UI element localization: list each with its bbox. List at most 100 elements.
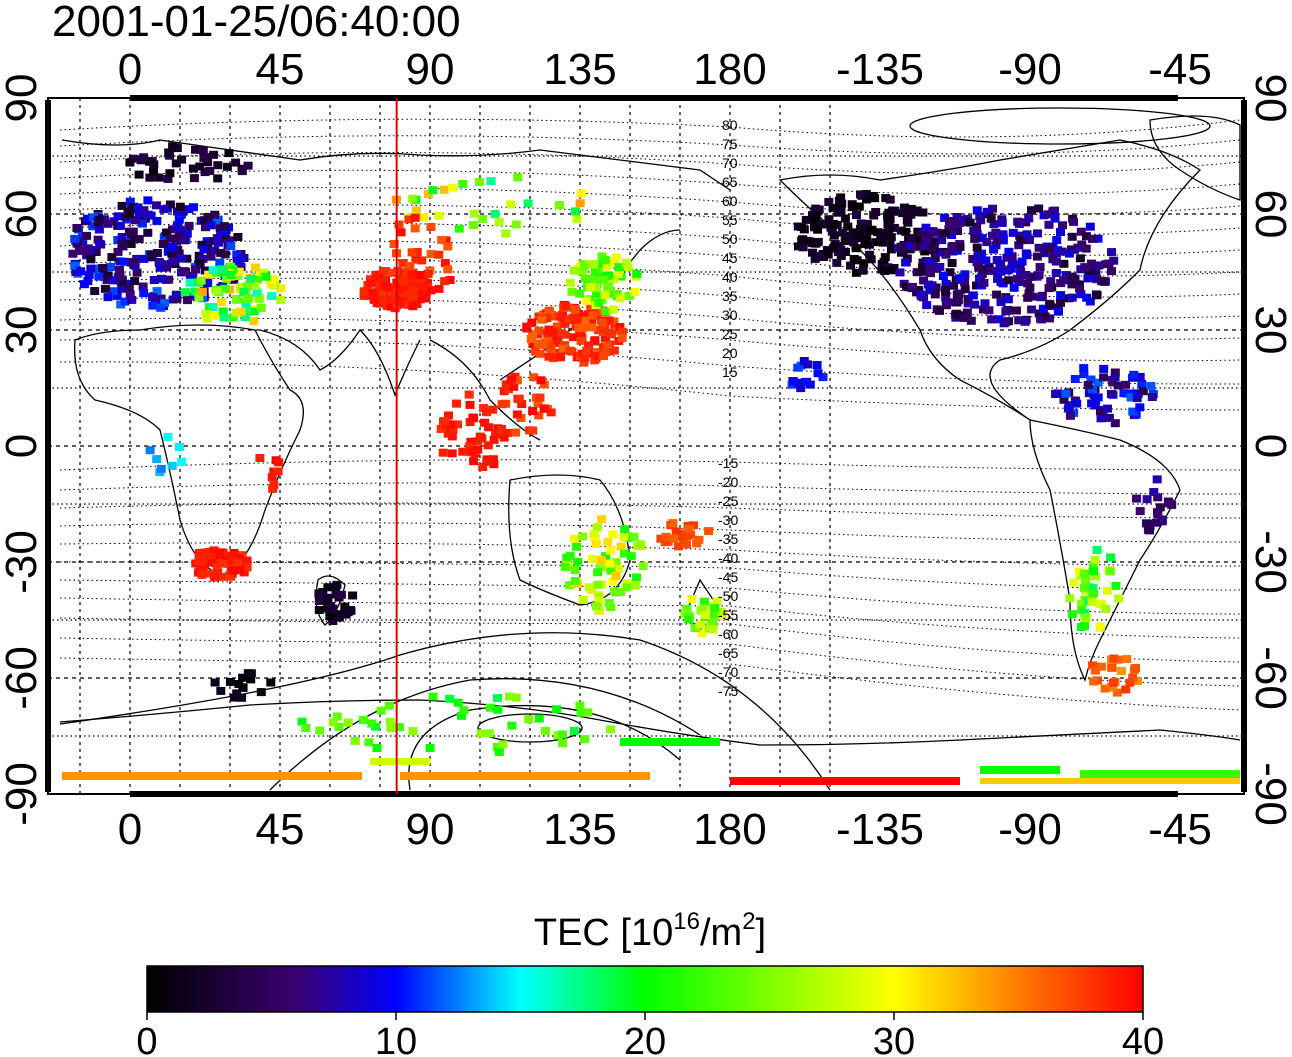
tec-cell — [856, 225, 865, 233]
tec-cell — [1026, 272, 1035, 281]
tec-cell — [233, 558, 243, 567]
tec-cell — [242, 563, 252, 572]
tec-cell — [632, 269, 642, 278]
tec-cell — [923, 231, 933, 240]
tec-cell — [168, 257, 178, 266]
tec-cell — [704, 527, 714, 536]
tec-cell — [716, 607, 726, 616]
tec-cell — [1044, 220, 1054, 229]
tec-cell — [906, 206, 916, 214]
tec-cell — [885, 195, 895, 204]
tec-cell — [1110, 368, 1120, 377]
tec-cell — [940, 229, 950, 238]
tec-cell — [492, 743, 502, 751]
tec-cell — [152, 201, 161, 210]
tec-cell — [962, 308, 972, 317]
tec-cell — [1088, 561, 1098, 570]
tec-cell — [501, 229, 511, 238]
tec-cell — [1033, 229, 1042, 238]
tec-cell — [551, 334, 561, 342]
tec-cell — [1004, 247, 1014, 256]
tec-cell — [577, 324, 587, 333]
tec-cell — [886, 233, 896, 242]
tec-cell — [913, 227, 923, 236]
tec-cell — [1145, 526, 1154, 535]
tec-cell — [527, 318, 537, 327]
tec-cell — [399, 299, 409, 308]
tec-cell — [189, 203, 198, 212]
tec-cell — [250, 282, 260, 290]
tec-cell — [793, 363, 803, 372]
tec-cell — [511, 220, 521, 229]
contour-label: -50 — [718, 588, 738, 604]
tec-cell — [1081, 244, 1091, 253]
tec-cell — [972, 243, 982, 252]
tec-cell — [143, 210, 153, 219]
tec-cell — [166, 234, 176, 243]
tec-cell — [945, 268, 955, 277]
tec-cell — [1087, 597, 1097, 606]
contour-label: 65 — [722, 174, 738, 190]
tec-cell — [1092, 275, 1102, 284]
tec-cell — [134, 235, 144, 244]
tec-cell — [576, 189, 586, 198]
tec-cell — [405, 262, 415, 271]
tec-cell — [605, 559, 615, 568]
tec-cell — [180, 288, 190, 297]
tec-cell — [1135, 372, 1145, 381]
tec-cell — [1022, 230, 1032, 239]
tec-cell — [1023, 279, 1033, 288]
tec-cell — [214, 238, 223, 247]
tec-cell — [617, 327, 627, 336]
tec-cell — [600, 334, 610, 343]
tec-cell — [231, 158, 241, 167]
tec-cell — [483, 441, 493, 450]
tec-cell — [208, 303, 218, 311]
tec-cell — [671, 527, 681, 536]
tec-cell — [953, 296, 963, 305]
tec-cell — [1067, 280, 1077, 289]
tec-cell — [222, 162, 232, 171]
tec-cell — [1001, 318, 1011, 327]
tec-cell — [602, 262, 612, 271]
tec-cell — [843, 236, 853, 244]
tec-cell — [323, 583, 333, 592]
tec-cell — [1069, 217, 1078, 226]
tec-cell — [156, 294, 166, 303]
tec-cell — [982, 238, 992, 247]
lon-tick-label-bottom: 180 — [693, 805, 766, 854]
tec-cell — [838, 228, 848, 237]
tec-cell — [225, 677, 235, 686]
tec-cell — [212, 287, 222, 296]
tec-cell — [1143, 520, 1153, 529]
left-latitude-ticks: 90 60 30 0 -30 -60 -90 — [0, 74, 46, 826]
tec-cell — [1092, 545, 1102, 554]
tec-cell — [256, 303, 266, 312]
tec-cell — [535, 393, 545, 402]
tec-cell — [1067, 245, 1076, 254]
tec-cell — [1080, 263, 1090, 272]
tec-cell — [421, 294, 431, 303]
tec-cell — [1072, 399, 1082, 408]
contour-label: 30 — [722, 307, 738, 323]
lon-tick-label-bottom: 45 — [256, 805, 305, 854]
tec-cell — [1101, 260, 1111, 269]
tec-cell — [1092, 291, 1102, 300]
tec-cell — [117, 233, 127, 241]
tec-cell — [239, 288, 249, 297]
tec-cell — [692, 539, 702, 548]
tec-cell — [1013, 217, 1023, 226]
tec-cell — [106, 263, 115, 271]
tec-cell — [570, 305, 580, 314]
bottom-longitude-ticks: 0 45 90 135 180 -135 -90 -45 — [118, 805, 1212, 854]
tec-cell — [468, 413, 478, 422]
tec-cell — [152, 455, 162, 464]
tec-cell — [376, 706, 386, 715]
tec-cell — [845, 231, 855, 240]
tec-cell — [955, 242, 965, 251]
tec-cell — [100, 271, 109, 280]
tec-cell — [656, 534, 666, 543]
tec-cell — [560, 301, 570, 310]
tec-cell — [274, 458, 284, 467]
tec-cell — [237, 693, 247, 702]
